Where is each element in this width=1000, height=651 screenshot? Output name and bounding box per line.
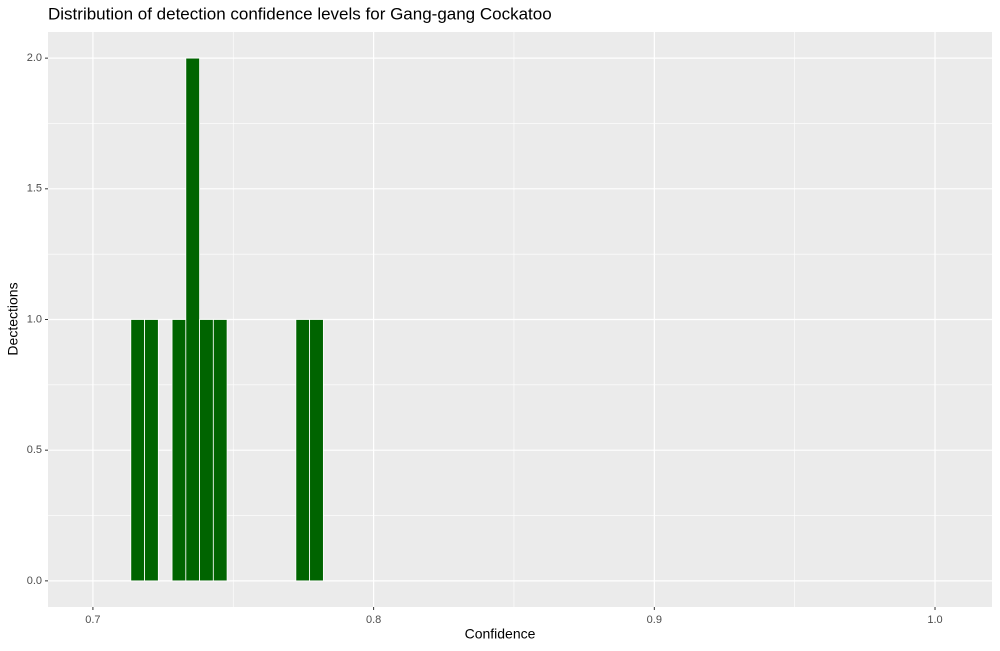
bar	[295, 319, 311, 582]
y-tick-label: 1.0	[27, 313, 42, 325]
bar	[212, 319, 228, 582]
y-axis-label: Dectections	[5, 282, 21, 355]
y-tick-label: 0.5	[27, 444, 42, 456]
bar	[309, 319, 324, 582]
x-tick-label: 0.9	[647, 614, 662, 626]
x-tick-label: 0.7	[85, 614, 100, 626]
y-tick-label: 2.0	[27, 52, 42, 64]
bar	[171, 319, 187, 582]
y-tick-label: 1.5	[27, 183, 42, 195]
x-axis-label: Confidence	[465, 626, 536, 642]
bar	[130, 319, 145, 582]
bar	[185, 57, 200, 582]
x-tick-label: 1.0	[927, 614, 942, 626]
bar	[199, 319, 214, 582]
y-tick-label: 0.0	[27, 575, 42, 587]
chart-title: Distribution of detection confidence lev…	[48, 4, 552, 23]
bar	[144, 319, 159, 582]
x-tick-label: 0.8	[366, 614, 381, 626]
